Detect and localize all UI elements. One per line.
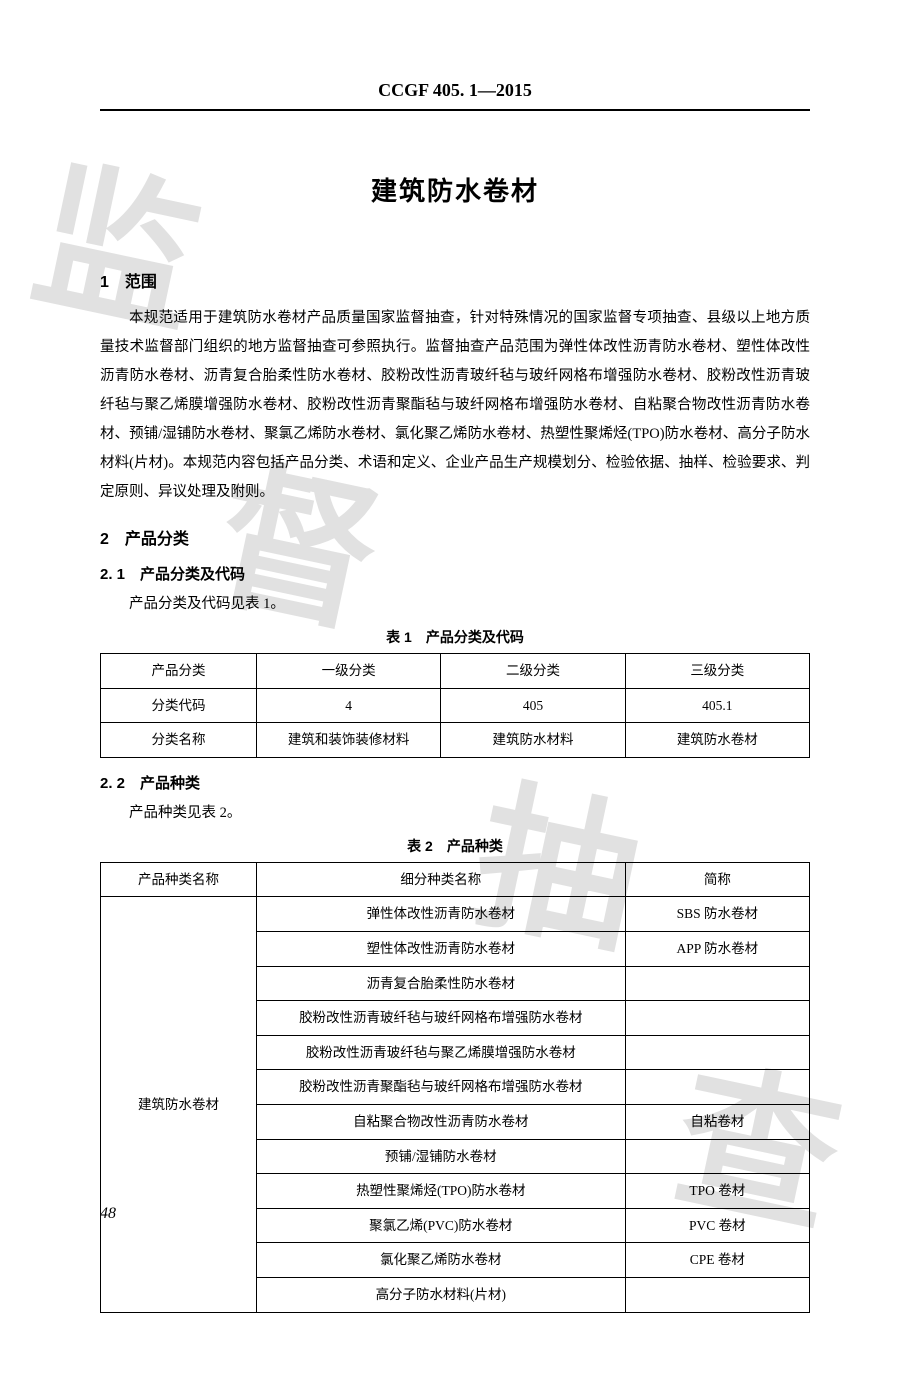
section-1-paragraph: 本规范适用于建筑防水卷材产品质量国家监督抽查，针对特殊情况的国家监督专项抽查、县… <box>100 304 810 507</box>
table-cell <box>625 1277 809 1312</box>
table-cell: CPE 卷材 <box>625 1243 809 1278</box>
table-cell <box>625 1035 809 1070</box>
table-row: 建筑防水卷材 弹性体改性沥青防水卷材 SBS 防水卷材 <box>101 897 810 932</box>
table-cell <box>625 1139 809 1174</box>
table-row: 产品种类名称 细分种类名称 简称 <box>101 862 810 897</box>
table-row: 分类名称 建筑和装饰装修材料 建筑防水材料 建筑防水卷材 <box>101 723 810 758</box>
section-2-1-number: 2. 1 <box>100 566 125 583</box>
table-cell: 产品分类 <box>101 654 257 689</box>
table-cell: 建筑防水卷材 <box>625 723 809 758</box>
table-cell: 热塑性聚烯烃(TPO)防水卷材 <box>256 1174 625 1209</box>
section-2-1-intro: 产品分类及代码见表 1。 <box>100 590 810 619</box>
table-row: 分类代码 4 405 405.1 <box>101 688 810 723</box>
table-cell: 建筑和装饰装修材料 <box>256 723 440 758</box>
table-2: 产品种类名称 细分种类名称 简称 建筑防水卷材 弹性体改性沥青防水卷材 SBS … <box>100 862 810 1313</box>
section-2-2-number: 2. 2 <box>100 775 125 792</box>
table-cell: 弹性体改性沥青防水卷材 <box>256 897 625 932</box>
table-cell: 自粘聚合物改性沥青防水卷材 <box>256 1104 625 1139</box>
table-cell: 胶粉改性沥青玻纤毡与聚乙烯膜增强防水卷材 <box>256 1035 625 1070</box>
table-cell: SBS 防水卷材 <box>625 897 809 932</box>
section-2-2-title: 产品种类 <box>140 775 200 792</box>
table-cell: 分类名称 <box>101 723 257 758</box>
table-cell <box>625 1001 809 1036</box>
table-cell: 预铺/湿铺防水卷材 <box>256 1139 625 1174</box>
table-header-cell: 细分种类名称 <box>256 862 625 897</box>
standard-code: CCGF 405. 1—2015 <box>100 80 810 111</box>
table-cell: 氯化聚乙烯防水卷材 <box>256 1243 625 1278</box>
table-1-caption: 表 1 产品分类及代码 <box>100 627 810 647</box>
table-cell: 建筑防水材料 <box>441 723 625 758</box>
table-category-cell: 建筑防水卷材 <box>101 897 257 1312</box>
table-row: 产品分类 一级分类 二级分类 三级分类 <box>101 654 810 689</box>
table-cell: 405 <box>441 688 625 723</box>
table-header-cell: 简称 <box>625 862 809 897</box>
section-2-number: 2 <box>100 531 109 548</box>
table-cell: 405.1 <box>625 688 809 723</box>
section-2-heading: 2 产品分类 <box>100 525 810 549</box>
table-cell: 一级分类 <box>256 654 440 689</box>
table-cell: 聚氯乙烯(PVC)防水卷材 <box>256 1208 625 1243</box>
table-1: 产品分类 一级分类 二级分类 三级分类 分类代码 4 405 405.1 分类名… <box>100 653 810 758</box>
table-cell: 胶粉改性沥青玻纤毡与玻纤网格布增强防水卷材 <box>256 1001 625 1036</box>
document-page: CCGF 405. 1—2015 建筑防水卷材 1 范围 本规范适用于建筑防水卷… <box>0 0 900 1379</box>
section-1-heading: 1 范围 <box>100 268 810 292</box>
table-2-caption: 表 2 产品种类 <box>100 836 810 856</box>
section-2-title: 产品分类 <box>125 531 189 548</box>
section-2-1-title: 产品分类及代码 <box>140 566 245 583</box>
table-cell: APP 防水卷材 <box>625 931 809 966</box>
table-cell: 4 <box>256 688 440 723</box>
table-cell: 三级分类 <box>625 654 809 689</box>
section-2-1-heading: 2. 1 产品分类及代码 <box>100 563 810 584</box>
table-cell: 塑性体改性沥青防水卷材 <box>256 931 625 966</box>
section-1-number: 1 <box>100 274 109 291</box>
section-2-2-heading: 2. 2 产品种类 <box>100 772 810 793</box>
table-cell: 胶粉改性沥青聚酯毡与玻纤网格布增强防水卷材 <box>256 1070 625 1105</box>
table-cell: 二级分类 <box>441 654 625 689</box>
table-header-cell: 产品种类名称 <box>101 862 257 897</box>
table-cell: TPO 卷材 <box>625 1174 809 1209</box>
section-2-2-intro: 产品种类见表 2。 <box>100 799 810 828</box>
table-cell: 高分子防水材料(片材) <box>256 1277 625 1312</box>
table-cell: 沥青复合胎柔性防水卷材 <box>256 966 625 1001</box>
section-1-title: 范围 <box>125 274 157 291</box>
table-cell <box>625 1070 809 1105</box>
table-cell: 分类代码 <box>101 688 257 723</box>
table-cell: 自粘卷材 <box>625 1104 809 1139</box>
table-cell: PVC 卷材 <box>625 1208 809 1243</box>
document-title: 建筑防水卷材 <box>100 171 810 208</box>
table-cell <box>625 966 809 1001</box>
